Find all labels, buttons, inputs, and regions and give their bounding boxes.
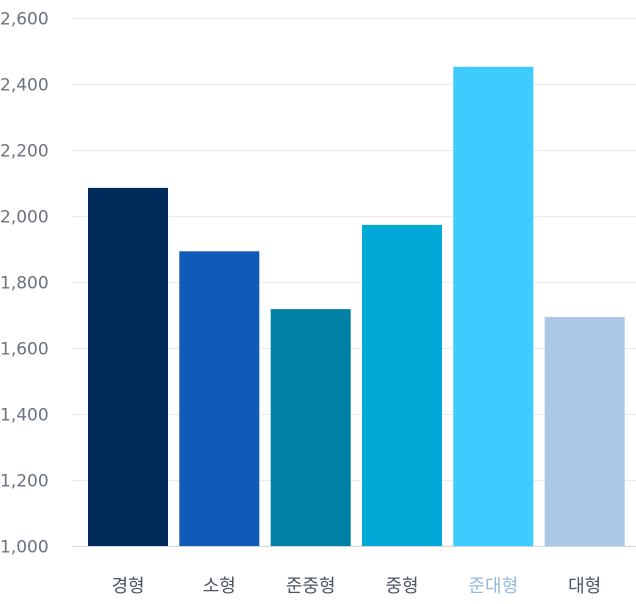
y-tick-label: 2,000	[0, 208, 49, 228]
y-tick-label: 1,200	[0, 472, 49, 492]
bar[interactable]	[453, 66, 534, 547]
bar[interactable]	[270, 309, 351, 546]
x-axis-ticks: 경형 소형 준중형 중형 준대형 대형	[111, 576, 601, 597]
bar[interactable]	[179, 251, 260, 547]
x-tick-label: 소형	[203, 576, 236, 597]
bar[interactable]	[88, 187, 168, 546]
y-tick-label: 1,600	[0, 340, 49, 360]
y-tick-label: 1,800	[0, 274, 49, 294]
x-tick-label: 중형	[385, 576, 418, 597]
y-tick-label: 2,400	[0, 76, 49, 96]
y-tick-label: 1,000	[0, 538, 49, 558]
y-tick-label: 1,400	[0, 406, 49, 426]
y-axis-ticks: 1,000 1,200 1,400 1,600 1,800 2,000 2,200 2,400…	[0, 10, 49, 558]
bar[interactable]	[362, 224, 442, 546]
y-tick-label: 2,600	[0, 10, 49, 30]
y-tick-label: 2,200	[0, 142, 49, 162]
x-tick-label: 준대형	[468, 576, 518, 597]
bar[interactable]	[544, 317, 625, 546]
bars	[88, 66, 625, 547]
x-tick-label: 대형	[568, 576, 601, 597]
x-tick-label: 경형	[111, 576, 144, 597]
x-tick-label: 준중형	[286, 576, 336, 597]
